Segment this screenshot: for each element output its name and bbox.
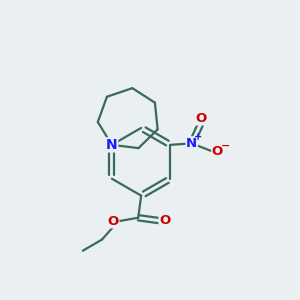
Text: O: O xyxy=(159,214,170,227)
Text: N: N xyxy=(186,137,197,150)
Text: N: N xyxy=(106,138,118,152)
Text: −: − xyxy=(220,141,230,151)
Text: O: O xyxy=(195,112,206,125)
Text: O: O xyxy=(108,215,119,228)
Text: +: + xyxy=(194,132,202,142)
Text: O: O xyxy=(212,145,223,158)
